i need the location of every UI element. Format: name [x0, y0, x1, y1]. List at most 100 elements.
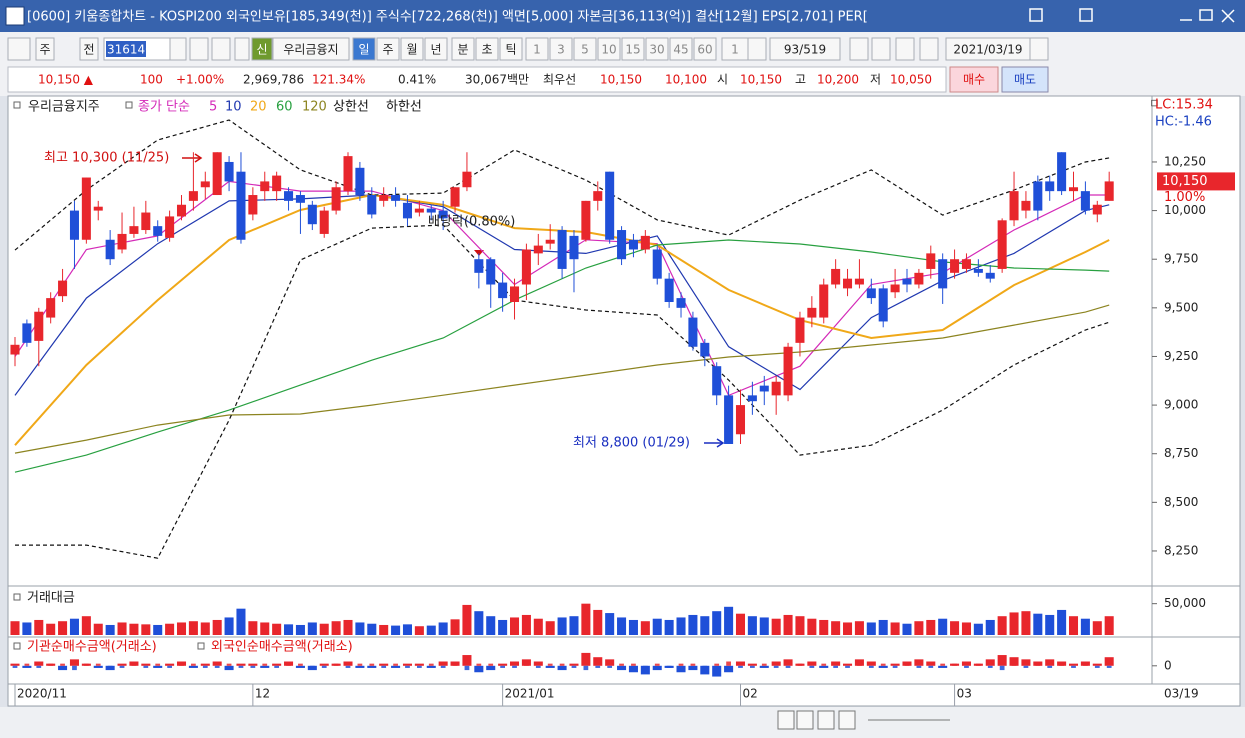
- toolbar-icon[interactable]: [189, 37, 209, 61]
- toolbar-button[interactable]: [272, 37, 350, 61]
- toolbar-button[interactable]: [376, 37, 400, 61]
- chart-area: [7, 95, 1241, 707]
- toolbar-icon[interactable]: [1029, 37, 1049, 61]
- netbuy-bar: [1047, 665, 1053, 668]
- toolbar-label[interactable]: 316140: [107, 43, 153, 57]
- toolbar-label[interactable]: 10: [601, 43, 616, 57]
- toolbar-icon[interactable]: [169, 37, 187, 61]
- netbuy-bar: [938, 665, 948, 668]
- toolbar-button[interactable]: [251, 37, 273, 61]
- button[interactable]: [796, 710, 814, 730]
- toolbar-label[interactable]: 15: [625, 43, 640, 57]
- toolbar-label[interactable]: 60: [697, 43, 712, 57]
- toolbar-icon[interactable]: [234, 37, 250, 61]
- toolbar-label[interactable]: 1: [533, 43, 541, 57]
- candle-body: [462, 171, 472, 188]
- toolbar-icon[interactable]: [919, 37, 939, 61]
- toolbar-icon[interactable]: [849, 37, 869, 61]
- volume-bar: [307, 622, 317, 635]
- netbuy-bar: [22, 665, 32, 668]
- toolbar-label[interactable]: 전: [83, 43, 94, 57]
- volume-bar: [414, 626, 424, 635]
- toolbar-label[interactable]: 분: [457, 43, 468, 57]
- toolbar-icon[interactable]: [895, 37, 915, 61]
- toolbar-label[interactable]: 신: [256, 43, 267, 57]
- volume-bar: [783, 614, 793, 635]
- candle-body: [498, 282, 508, 299]
- toolbar-button[interactable]: [597, 37, 621, 61]
- toolbar-label[interactable]: 93/519: [784, 43, 826, 57]
- sell-button[interactable]: [1001, 66, 1049, 93]
- toolbar-button[interactable]: [352, 37, 376, 61]
- toolbar-label[interactable]: 틱: [505, 43, 516, 57]
- toolbar-label[interactable]: 주: [39, 43, 50, 57]
- button[interactable]: [817, 710, 835, 730]
- netbuy-bar: [678, 663, 684, 666]
- icon[interactable]: [1079, 8, 1093, 22]
- toolbar-label[interactable]: 우리금융지: [283, 43, 338, 57]
- toolbar-button[interactable]: [645, 37, 669, 61]
- netbuy-bar: [892, 665, 898, 668]
- toolbar-label[interactable]: 5: [581, 43, 589, 57]
- toolbar-label[interactable]: 일: [358, 43, 369, 57]
- netbuy-bar: [1104, 657, 1114, 666]
- toolbar-label[interactable]: 30: [649, 43, 664, 57]
- legend-entry: 5: [209, 100, 217, 115]
- volume-bar: [843, 622, 853, 635]
- toolbar-button[interactable]: [573, 37, 597, 61]
- netbuy-bar: [357, 663, 363, 666]
- volume-bar: [747, 616, 757, 635]
- toolbar-button[interactable]: [693, 37, 717, 61]
- toolbar-button[interactable]: [621, 37, 645, 61]
- candle-body: [688, 317, 698, 347]
- candle-body: [260, 181, 270, 192]
- toolbar-button[interactable]: [451, 37, 475, 61]
- volume-bar: [854, 621, 864, 635]
- toolbar-button[interactable]: [424, 37, 448, 61]
- toolbar-label[interactable]: 3: [557, 43, 565, 57]
- netbuy-bar: [1094, 665, 1100, 668]
- toolbar-label[interactable]: 1: [731, 43, 739, 57]
- toolbar-button[interactable]: [669, 37, 693, 61]
- volume-bar: [831, 621, 841, 635]
- toolbar-button[interactable]: [35, 37, 55, 61]
- toolbar-button[interactable]: [549, 37, 573, 61]
- toolbar-icon[interactable]: [7, 37, 31, 61]
- netbuy-bar: [831, 661, 841, 666]
- toolbar-button[interactable]: [475, 37, 499, 61]
- toolbar-button[interactable]: [769, 37, 841, 61]
- arrow-head: [194, 153, 203, 163]
- buy-button[interactable]: [949, 66, 999, 93]
- toolbar-icon[interactable]: [871, 37, 891, 61]
- toolbar-button[interactable]: [525, 37, 549, 61]
- toolbar-icon[interactable]: [211, 37, 231, 61]
- candle-body: [985, 272, 995, 279]
- toolbar-label[interactable]: 초: [481, 43, 492, 57]
- toolbar-label[interactable]: 월: [406, 43, 417, 57]
- icon[interactable]: [1029, 8, 1043, 22]
- close[interactable]: [1221, 9, 1235, 23]
- netbuy-bar: [117, 663, 127, 666]
- volume-bar: [628, 619, 638, 635]
- toolbar-icon[interactable]: [747, 37, 767, 61]
- toolbar-label[interactable]: 45: [673, 43, 688, 57]
- quote-field[interactable]: 매도: [1014, 73, 1036, 87]
- button[interactable]: [777, 710, 795, 730]
- netbuy-bar: [854, 659, 864, 666]
- toolbar-label[interactable]: 2021/03/19: [953, 43, 1022, 57]
- quote-field[interactable]: 매수: [963, 73, 985, 87]
- toolbar-label[interactable]: 년: [430, 43, 441, 57]
- volume-bar: [46, 623, 56, 635]
- toolbar-button[interactable]: [400, 37, 424, 61]
- toolbar-button[interactable]: [499, 37, 523, 61]
- netbuy-bar: [58, 665, 68, 671]
- x-tick-label: 2021/01: [505, 687, 555, 701]
- netbuy-bar: [916, 665, 922, 668]
- toolbar-label[interactable]: 주: [382, 43, 393, 57]
- maximize[interactable]: [1199, 9, 1213, 21]
- netbuy-bar: [961, 661, 971, 666]
- volume-bar: [200, 622, 210, 635]
- toolbar-button[interactable]: [79, 37, 99, 61]
- button[interactable]: [838, 710, 856, 730]
- candle-body: [331, 187, 341, 211]
